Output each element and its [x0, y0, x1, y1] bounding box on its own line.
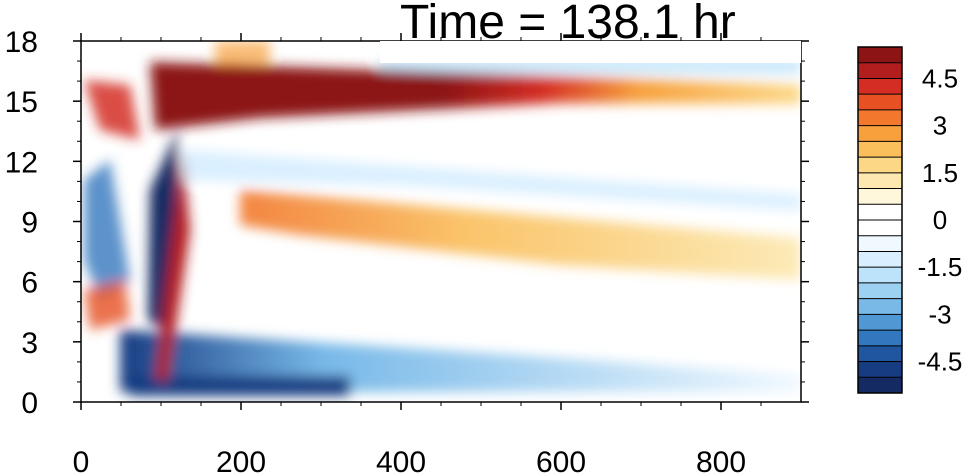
colorbar-swatch: [858, 204, 902, 221]
colorbar-swatch: [858, 157, 902, 174]
colorbar-label-0: 4.5: [922, 63, 958, 93]
x-tick-label-0: 0: [73, 446, 90, 473]
colorbar-swatch: [858, 314, 902, 331]
colorbar-label-5: -3: [928, 299, 951, 329]
y-tick-label-9: 9: [21, 207, 38, 240]
y-tick-label-6: 6: [21, 267, 38, 300]
colorbar-swatch: [858, 172, 902, 189]
colorbar-swatch: [858, 109, 902, 126]
y-tick-label-3: 3: [21, 327, 38, 360]
y-tick-label-18: 18: [5, 26, 38, 59]
colorbar-swatch: [858, 188, 902, 205]
colorbar-swatch: [858, 62, 902, 79]
upper-warm-band: [150, 62, 801, 130]
colorbar-swatch: [858, 125, 902, 142]
heatmap-field: [81, 41, 801, 402]
colorbar-swatch: [858, 267, 902, 284]
colorbar-swatch: [858, 94, 902, 111]
colorbar-label-6: -4.5: [918, 347, 963, 377]
colorbar-swatch: [858, 377, 902, 394]
colorbar-swatch: [858, 251, 902, 268]
x-tick-label-400: 400: [376, 446, 426, 473]
axis-tick-labels: 0 200 400 600 800 0 3 6 9 12 15 18: [5, 26, 746, 473]
y-tick-label-15: 15: [5, 86, 38, 119]
bottom-cold-strip: [130, 376, 350, 396]
left-cold-streaks: [84, 160, 130, 300]
title-backdrop: [380, 41, 801, 63]
colorbar-label-2: 1.5: [922, 158, 958, 188]
colorbar-label-3: 0: [933, 205, 947, 235]
colorbar-swatch: [858, 361, 902, 378]
colorbar-swatch: [858, 78, 902, 95]
colorbar-swatch: [858, 298, 902, 315]
top-left-orange: [215, 41, 270, 65]
colorbar-label-4: -1.5: [918, 252, 963, 282]
colorbar-swatch: [858, 220, 902, 237]
y-tick-label-0: 0: [21, 387, 38, 420]
colorbar-frame: [857, 46, 903, 394]
axis-ticks: [73, 33, 809, 410]
left-warm-low: [84, 280, 130, 330]
warm-plume: [155, 150, 190, 380]
cool-band-12: [180, 150, 801, 210]
colorbar-label-1: 3: [933, 111, 947, 141]
colorbar-swatch: [858, 47, 902, 64]
colorbar-swatch: [858, 330, 902, 347]
chart-title: Time = 138.1 hr: [400, 0, 736, 49]
x-tick-label-200: 200: [216, 446, 266, 473]
x-tick-label-800: 800: [696, 446, 746, 473]
left-warm-streaks: [84, 80, 140, 140]
mid-warm-band: [240, 190, 801, 280]
colorbar-swatch: [858, 345, 902, 362]
x-tick-label-600: 600: [536, 446, 586, 473]
colorbar-swatch: [858, 282, 902, 299]
colorbar-swatch: [858, 235, 902, 252]
y-tick-label-12: 12: [5, 146, 38, 179]
cold-plume: [148, 130, 178, 330]
colorbar: [857, 46, 903, 394]
colorbar-labels: 4.5 3 1.5 0 -1.5 -3 -4.5: [918, 63, 963, 376]
colorbar-swatch: [858, 141, 902, 158]
